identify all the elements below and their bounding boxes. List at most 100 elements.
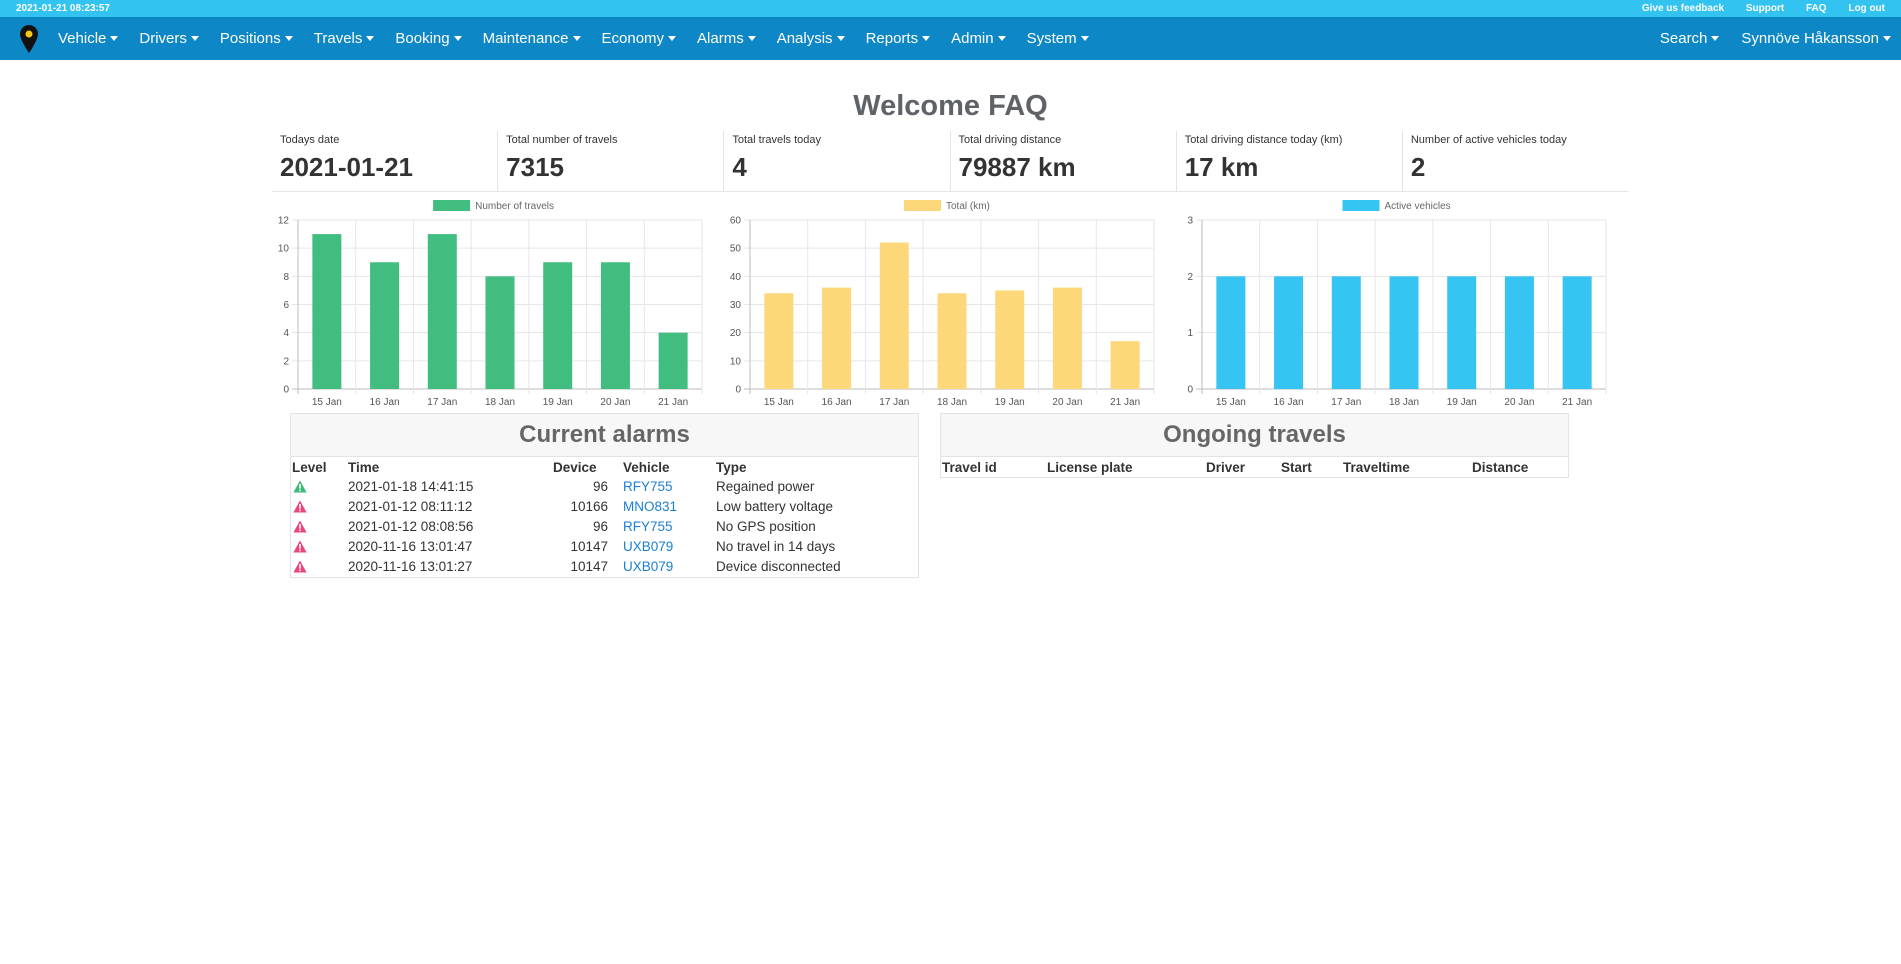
nav-reports[interactable]: Reports <box>866 30 931 47</box>
alarm-type: Regained power <box>716 478 815 494</box>
caret-down-icon <box>1883 36 1891 41</box>
nav-travels[interactable]: Travels <box>314 30 375 47</box>
nav-label: Maintenance <box>482 30 569 47</box>
column-header: Type <box>716 460 747 475</box>
support-link[interactable]: Support <box>1745 3 1785 14</box>
vehicle-link[interactable]: UXB079 <box>623 538 674 554</box>
x-tick-label: 16 Jan <box>1274 397 1304 408</box>
vehicle-link[interactable]: UXB079 <box>623 558 674 574</box>
nav-admin[interactable]: Admin <box>951 30 1006 47</box>
logout-link[interactable]: Log out <box>1848 3 1885 14</box>
current-alarms-panel: Current alarms Level Time Device Vehicle… <box>290 413 919 578</box>
stat-label: Number of active vehicles today <box>1410 134 1567 146</box>
nav-economy[interactable]: Economy <box>602 30 677 47</box>
current-alarms-title: Current alarms <box>291 414 918 457</box>
x-tick-label: 15 Jan <box>1216 397 1246 408</box>
nav-system[interactable]: System <box>1027 30 1089 47</box>
stat-travels-today: Total travels today 4 <box>724 131 951 191</box>
caret-down-icon <box>997 36 1006 41</box>
y-tick-label: 2 <box>283 356 289 367</box>
stat-label: Total number of travels <box>506 134 618 146</box>
faq-link[interactable]: FAQ <box>1806 3 1827 14</box>
nav-label: Booking <box>395 30 450 47</box>
vehicle-link[interactable]: MNO831 <box>623 498 678 514</box>
x-tick-label: 18 Jan <box>937 397 967 408</box>
stat-active-vehicles: Number of active vehicles today 2 <box>1403 131 1628 191</box>
vehicle-link[interactable]: RFY755 <box>623 518 673 534</box>
caret-down-icon <box>836 36 845 41</box>
alarm-vehicle-cell: MNO831 <box>622 496 715 516</box>
bar <box>937 293 967 389</box>
warning-icon <box>293 540 307 552</box>
column-header: Time <box>348 460 380 475</box>
nav-label: Search <box>1659 30 1708 47</box>
x-tick-label: 18 Jan <box>1389 397 1419 408</box>
stat-label: Todays date <box>280 134 340 146</box>
feedback-link[interactable]: Give us feedback <box>1641 3 1725 14</box>
nav-label: System <box>1026 30 1077 47</box>
nav-analysis[interactable]: Analysis <box>777 30 845 47</box>
alarm-device: 96 <box>592 518 608 534</box>
stat-value: 7315 <box>506 152 565 182</box>
nav-vehicle[interactable]: Vehicle <box>58 30 119 47</box>
stat-value: 2021-01-21 <box>280 152 413 182</box>
nav-label: Alarms <box>697 30 744 47</box>
vehicle-link[interactable]: RFY755 <box>623 478 673 494</box>
alarm-row: 2020-11-16 13:01:47 10147 UXB079 No trav… <box>291 536 918 556</box>
column-header: License plate <box>1047 460 1133 475</box>
bar <box>1216 276 1246 389</box>
x-tick-label: 17 Jan <box>427 397 457 408</box>
caret-down-icon <box>284 36 293 41</box>
bar <box>1052 287 1082 389</box>
caret-down-icon <box>110 36 119 41</box>
nav-label: Travels <box>313 30 363 47</box>
alarm-type: Low battery voltage <box>716 498 834 514</box>
stat-todays-date: Todays date 2021-01-21 <box>272 131 499 191</box>
stat-value: 79887 km <box>958 152 1076 182</box>
alarm-row: 2021-01-18 14:41:15 96 RFY755 Regained p… <box>291 476 918 496</box>
y-tick-label: 6 <box>283 300 289 311</box>
nav-booking[interactable]: Booking <box>395 30 462 47</box>
warning-icon <box>293 480 307 492</box>
alarm-time: 2021-01-12 08:11:12 <box>348 498 473 514</box>
x-tick-label: 15 Jan <box>312 397 342 408</box>
alarm-device: 10147 <box>570 538 608 554</box>
alarm-row: 2021-01-12 08:08:56 96 RFY755 No GPS pos… <box>291 516 918 536</box>
stat-value: 4 <box>732 152 747 182</box>
ongoing-header-row: Travel id License plate Driver Start Tra… <box>941 457 1568 476</box>
level-cell <box>291 476 347 496</box>
y-tick-label: 12 <box>278 216 290 227</box>
nav-maintenance[interactable]: Maintenance <box>483 30 581 47</box>
stat-total-distance: Total driving distance 79887 km <box>951 131 1177 191</box>
nav-user-menu[interactable]: Synnöve Håkansson <box>1741 30 1891 47</box>
alarm-time: 2021-01-12 08:08:56 <box>348 518 474 534</box>
bar <box>879 242 909 389</box>
top-links: Give us feedback Support FAQ Log out <box>1623 3 1885 14</box>
bar <box>485 276 515 389</box>
stat-total-travels: Total number of travels 7315 <box>498 131 725 191</box>
bar <box>370 262 400 389</box>
nav-drivers[interactable]: Drivers <box>139 30 199 47</box>
column-header: Traveltime <box>1343 460 1410 475</box>
user-name: Synnöve Håkansson <box>1741 30 1879 47</box>
bar <box>600 262 630 389</box>
nav-alarms[interactable]: Alarms <box>697 30 756 47</box>
caret-down-icon <box>572 36 581 41</box>
y-tick-label: 0 <box>283 385 289 396</box>
top-status-bar: 2021-01-21 08:23:57 Give us feedback Sup… <box>0 0 1901 17</box>
map-pin-logo-icon[interactable] <box>20 24 38 53</box>
y-tick-label: 30 <box>730 300 742 311</box>
alarm-time: 2020-11-16 13:01:47 <box>348 538 473 554</box>
bar <box>1331 276 1361 389</box>
y-tick-label: 0 <box>735 385 741 396</box>
nav-label: Positions <box>219 30 281 47</box>
alarm-time: 2020-11-16 13:01:27 <box>348 558 473 574</box>
level-cell <box>291 496 347 516</box>
bar <box>1274 276 1304 389</box>
nav-search[interactable]: Search <box>1660 30 1720 47</box>
caret-down-icon <box>1711 36 1720 41</box>
alarm-vehicle-cell: UXB079 <box>622 536 715 556</box>
y-tick-label: 10 <box>278 244 290 255</box>
nav-label: Admin <box>951 30 994 47</box>
nav-positions[interactable]: Positions <box>220 30 293 47</box>
